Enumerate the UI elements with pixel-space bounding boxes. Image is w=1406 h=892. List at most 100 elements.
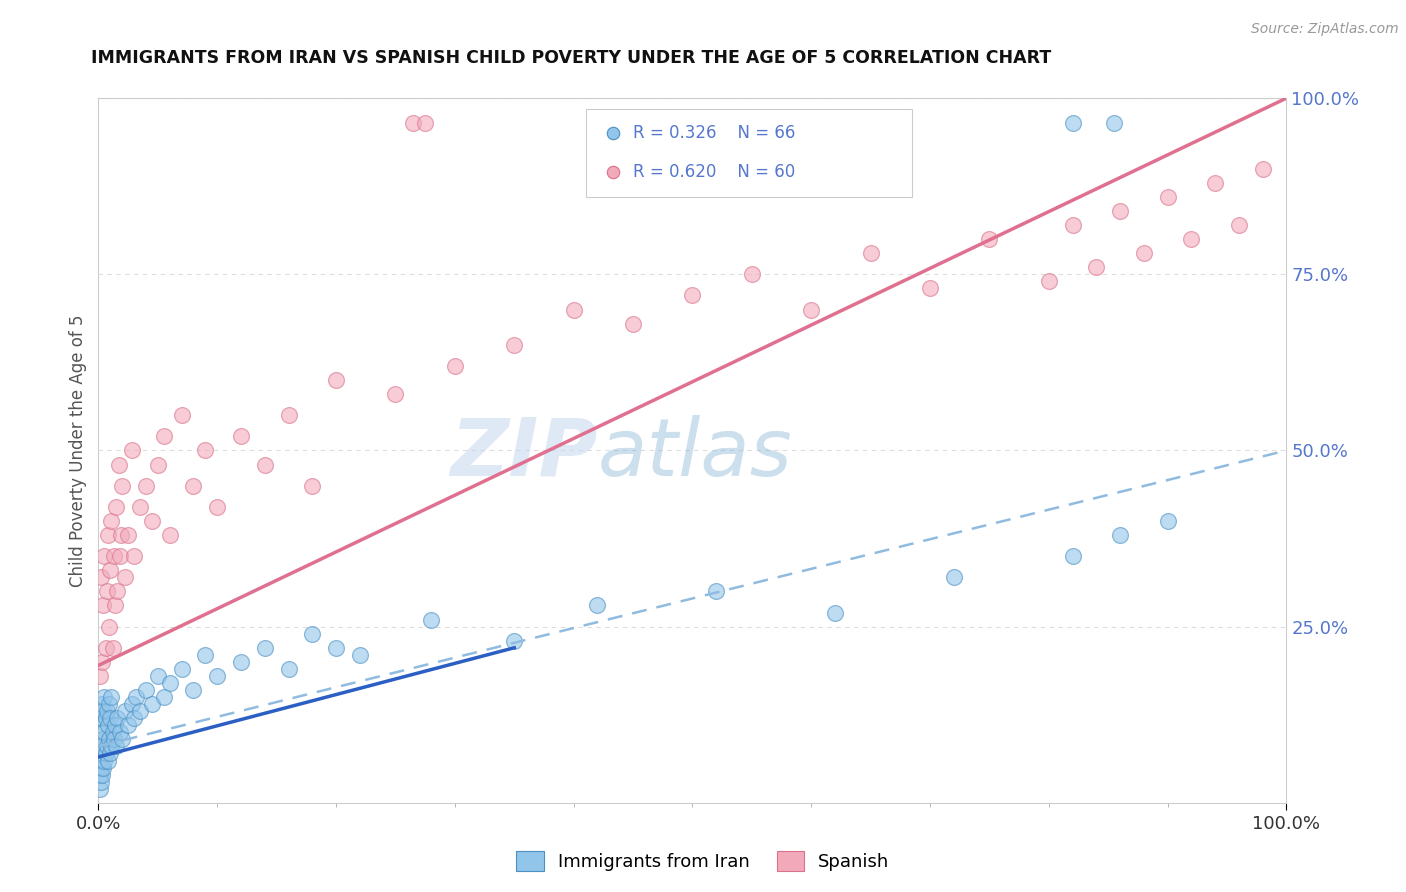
Point [1156,190,1178,204]
Point [98,711,121,725]
Point [229,655,252,669]
Point [503,338,526,352]
Point [91,655,114,669]
Point [91,732,114,747]
Point [325,640,347,655]
Point [93,725,115,739]
Point [107,584,129,599]
Point [122,549,145,564]
Point [91,697,114,711]
Point [194,648,217,662]
Point [1085,260,1108,275]
Point [413,116,436,130]
Point [741,268,763,282]
Point [107,458,129,472]
Point [1251,161,1274,176]
Point [1102,116,1125,130]
Point [800,302,823,317]
Point [104,599,127,613]
Point [91,747,114,761]
Point [602,165,624,179]
Text: Source: ZipAtlas.com: Source: ZipAtlas.com [1251,22,1399,37]
Point [104,718,127,732]
Point [89,754,111,768]
Point [207,669,229,683]
Point [107,711,129,725]
Point [384,387,406,401]
Point [207,500,229,514]
Point [229,429,252,443]
Point [920,281,942,295]
Legend: Immigrants from Iran, Spanish: Immigrants from Iran, Spanish [509,844,897,879]
Point [114,704,136,718]
Point [98,747,121,761]
Point [105,739,128,754]
Point [129,704,152,718]
Point [121,443,143,458]
Point [90,570,112,584]
Point [194,443,217,458]
Point [91,767,114,781]
Point [97,718,120,732]
Point [1227,218,1250,232]
Point [942,570,965,584]
Point [97,528,120,542]
Point [152,690,174,705]
Point [93,690,115,705]
Point [301,626,323,640]
Point [1109,203,1132,218]
Point [108,549,131,564]
Point [111,479,134,493]
Point [103,732,125,747]
Point [100,514,122,528]
Point [349,648,371,662]
Point [170,662,193,676]
Point [98,620,121,634]
Point [1109,528,1132,542]
Point [122,711,145,725]
Point [111,732,134,747]
Point [108,725,131,739]
Point [704,584,727,599]
Point [1062,549,1084,564]
Point [117,718,139,732]
Point [135,683,157,698]
Point [96,739,118,754]
Point [100,690,122,705]
Point [1156,514,1178,528]
Text: ZIP: ZIP [450,415,598,493]
Point [90,739,112,754]
Point [90,711,112,725]
Point [93,754,115,768]
Point [159,528,181,542]
Point [682,288,704,302]
Point [146,669,169,683]
Point [117,528,139,542]
Point [152,429,174,443]
Point [135,479,157,493]
Point [301,479,323,493]
Point [562,302,585,317]
Text: R = 0.620    N = 60: R = 0.620 N = 60 [633,163,796,181]
Point [101,640,124,655]
Text: IMMIGRANTS FROM IRAN VS SPANISH CHILD POVERTY UNDER THE AGE OF 5 CORRELATION CHA: IMMIGRANTS FROM IRAN VS SPANISH CHILD PO… [91,49,1052,67]
Point [96,704,118,718]
Point [94,711,117,725]
Point [277,662,299,676]
Point [621,317,644,331]
Point [129,500,152,514]
Point [94,640,117,655]
Point [101,725,124,739]
Point [1133,246,1156,260]
Point [183,479,205,493]
Point [100,739,122,754]
Point [277,409,299,423]
Point [93,549,115,564]
Point [98,732,121,747]
Point [503,633,526,648]
Point [91,704,114,718]
Point [1062,218,1084,232]
Point [1038,274,1060,288]
Point [183,683,205,698]
Point [91,725,114,739]
